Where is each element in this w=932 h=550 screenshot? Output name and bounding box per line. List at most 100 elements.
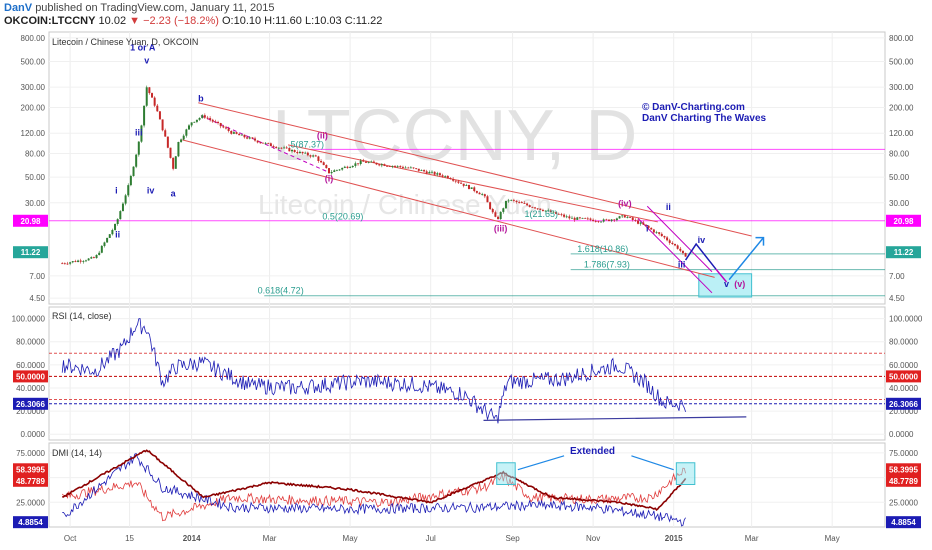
candle-down [285, 147, 288, 149]
rsi-tick-label-left: 20.0000 [16, 407, 45, 416]
dmi-tick-label-right: 75.0000 [889, 449, 918, 458]
wave-label: b [198, 94, 204, 104]
wave-label: (i) [325, 173, 334, 183]
dmi-tick-label-left: 25.0000 [16, 498, 45, 507]
candle-down [589, 218, 592, 220]
candle-down [301, 151, 304, 154]
candle-down [238, 133, 241, 136]
y-tick-label-left: 300.00 [21, 83, 46, 92]
candle-up [380, 164, 383, 166]
pane-frames [48, 31, 886, 528]
candle-down [457, 181, 460, 183]
rsi-badge-text-right: 26.3066 [889, 400, 918, 409]
price-badge-left [13, 246, 48, 259]
wave-label: ii [115, 230, 120, 240]
quote-line: OKCOIN:LTCCNY 10.02 ▼ −2.23 (−18.2%) O:1… [4, 15, 382, 27]
x-tick-label: Jul [426, 534, 436, 543]
rsi-tick-label-right: 20.0000 [889, 407, 918, 416]
wave-label: a [171, 189, 177, 199]
candle-down [322, 162, 325, 166]
candle-down [573, 217, 576, 220]
dmi-badge-right [886, 463, 921, 476]
candle-down [320, 161, 323, 163]
wave-label: ii [666, 202, 671, 212]
candle-down [425, 171, 428, 174]
candle-down [528, 205, 531, 207]
candle-down [166, 136, 169, 148]
dmi-badge-left [13, 474, 48, 487]
candle-down [415, 168, 418, 170]
candle-down [227, 128, 230, 131]
price-change: −2.23 (−18.2%) [143, 15, 219, 27]
candle-down [61, 263, 64, 265]
wave-label: (iii) [494, 223, 508, 233]
candle-up [180, 139, 183, 142]
candles [61, 85, 687, 266]
candle-up [341, 167, 344, 170]
candle-up [621, 215, 624, 217]
y-tick-label-right: 300.00 [889, 83, 914, 92]
candle-down [462, 183, 465, 186]
rsi-trendline [483, 416, 747, 421]
candle-down [578, 217, 581, 219]
candle-down [269, 143, 272, 147]
candle-down [486, 196, 489, 203]
candle-down [401, 166, 404, 168]
wave-label: (iv) [618, 198, 632, 208]
candle-up [132, 166, 135, 176]
candle-down [246, 137, 249, 139]
wave-label: iii [678, 259, 686, 269]
candle-down [586, 218, 589, 220]
candle-up [90, 257, 93, 259]
candle-up [626, 217, 629, 218]
candle-down [668, 240, 671, 243]
candle-up [391, 165, 394, 167]
fib-level-label: 1.618(10.86) [577, 244, 628, 254]
candle-down [647, 225, 650, 228]
last-price: 10.02 [98, 15, 127, 27]
candle-down [473, 187, 476, 192]
candle-down [663, 236, 666, 238]
candle-down [483, 194, 486, 197]
candle-up [174, 156, 177, 169]
drawings [182, 102, 765, 294]
candle-down [378, 164, 381, 166]
candle-down [526, 203, 529, 206]
wave-label: (ii) [317, 130, 328, 140]
candle-up [69, 262, 72, 264]
price-badge-right [886, 246, 921, 259]
candle-down [275, 147, 278, 149]
candle-down [288, 148, 291, 152]
candle-up [367, 162, 370, 163]
candle-down [296, 152, 299, 154]
candle-down [63, 263, 66, 265]
y-tick-label-right: 4.50 [889, 294, 905, 303]
candle-down [605, 219, 608, 221]
candle-down [679, 248, 682, 251]
magenta-channel-line [646, 205, 713, 273]
candle-down [631, 217, 634, 220]
rsi-badge-left [13, 397, 48, 410]
extended-annotation: Extended [570, 446, 615, 457]
main-pane-title: Litecoin / Chinese Yuan, D, OKCOIN [52, 37, 198, 47]
candle-up [330, 171, 333, 174]
magenta-channel-line [637, 218, 713, 294]
fib-level-label: 0.618(4.72) [258, 286, 304, 296]
candle-down [66, 263, 69, 265]
dmi-adx-line [62, 449, 687, 512]
candle-down [214, 121, 217, 123]
candle-down [256, 140, 259, 143]
candle-up [232, 132, 235, 134]
candle-down [327, 168, 330, 174]
y-tick-label-right: 30.00 [889, 199, 910, 208]
candle-up [298, 151, 301, 154]
wave-label: i [115, 186, 118, 196]
author-link[interactable]: DanV [4, 2, 33, 14]
fib-level-label: .5(87.37) [288, 139, 324, 149]
dmi-badge-text-right: 4.8854 [891, 518, 916, 527]
candle-up [354, 163, 357, 166]
candle-up [655, 232, 658, 234]
candle-down [261, 142, 264, 144]
candle-up [436, 173, 439, 175]
